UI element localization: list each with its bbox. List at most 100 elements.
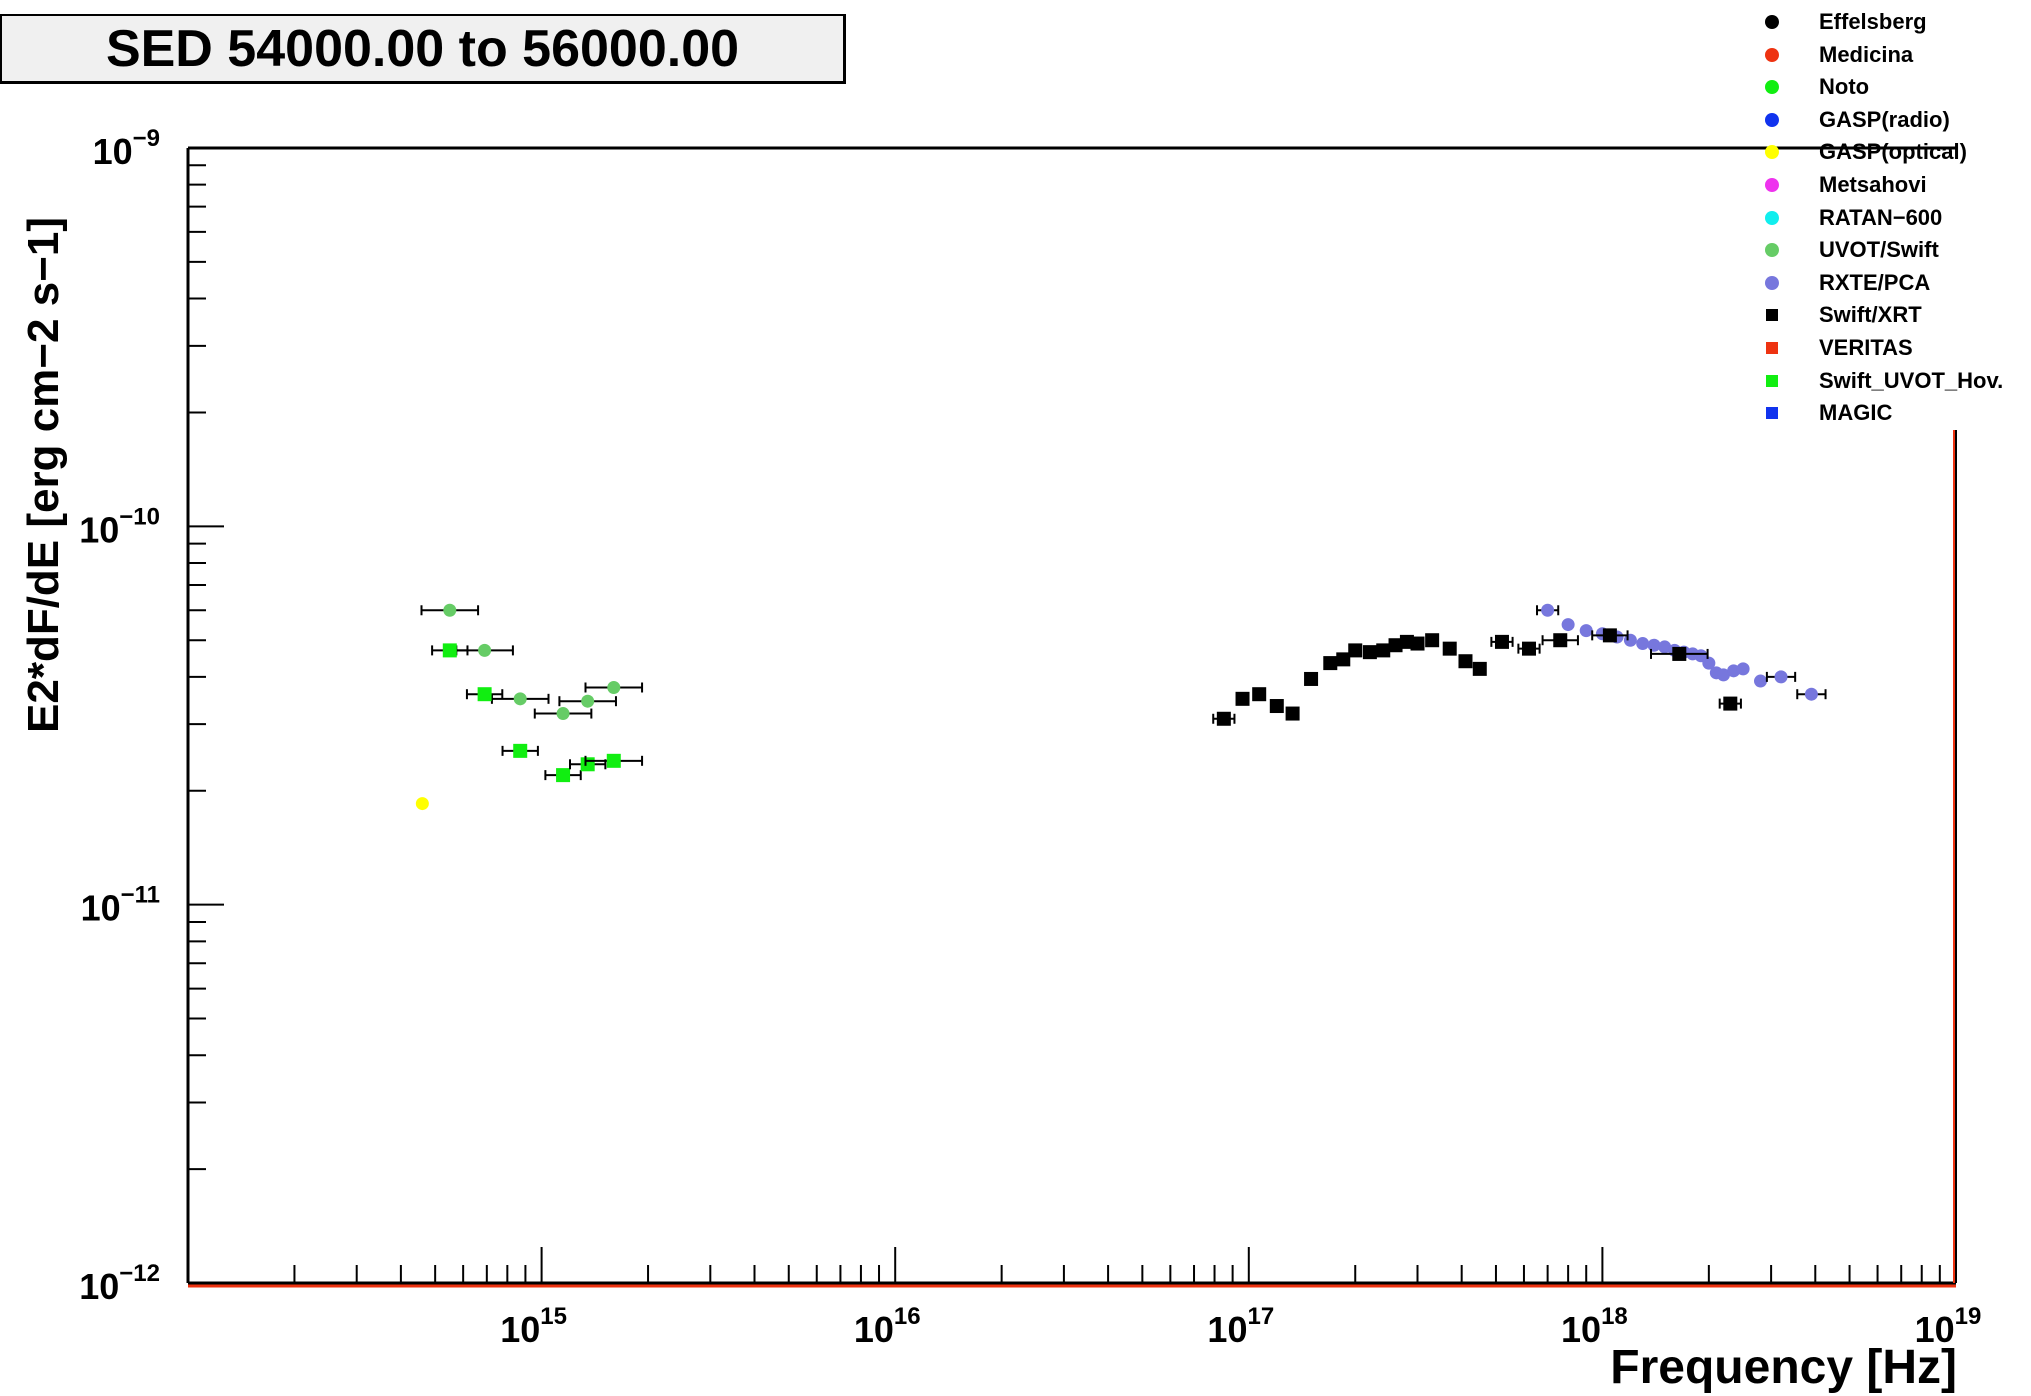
data-point — [443, 603, 457, 617]
x-tick-label: 1019 — [1915, 1303, 1982, 1350]
legend-item: VERITAS — [1765, 332, 2031, 365]
data-point — [1553, 633, 1568, 648]
data-point — [1388, 638, 1403, 653]
data-point — [1754, 674, 1768, 688]
data-point — [1376, 643, 1391, 658]
legend-label: RATAN−600 — [1819, 204, 1943, 230]
data-point — [1410, 636, 1425, 651]
data-point — [1362, 645, 1377, 660]
series-gasp-optical- — [415, 797, 429, 811]
legend-label: Medicina — [1819, 41, 1914, 67]
data-point — [1442, 641, 1457, 656]
legend-marker — [1766, 341, 1778, 354]
data-point — [1458, 654, 1473, 669]
data-point — [1269, 699, 1284, 714]
legend-marker — [1765, 145, 1779, 160]
data-point — [1716, 668, 1730, 682]
data-point — [1579, 624, 1593, 638]
legend-label: RXTE/PCA — [1819, 269, 1931, 295]
legend-label: Metsahovi — [1819, 171, 1927, 197]
data-point — [556, 707, 570, 721]
legend-item: Medicina — [1765, 39, 2031, 72]
y-tick-label: 10−11 — [81, 882, 160, 929]
data-point — [1336, 652, 1351, 667]
data-point — [1774, 670, 1788, 684]
data-point — [1399, 634, 1414, 649]
data-point — [415, 797, 429, 811]
data-point — [1323, 656, 1338, 671]
plot-frame — [186, 146, 1957, 1288]
legend-label: GASP(optical) — [1819, 139, 1967, 165]
legend-item: MAGIC — [1765, 397, 2031, 430]
data-point — [1472, 661, 1487, 676]
legend-marker — [1765, 177, 1779, 192]
legend-item: Swift_UVOT_Hov. — [1765, 365, 2031, 398]
x-tick-label: 1015 — [500, 1303, 567, 1350]
data-point — [580, 757, 595, 772]
legend-item: RATAN−600 — [1765, 202, 2031, 235]
x-tick-label: 1018 — [1561, 1303, 1628, 1350]
legend-marker — [1765, 210, 1779, 225]
series-uvot-swift — [420, 603, 644, 721]
data-point — [1658, 640, 1672, 654]
legend-marker — [1765, 80, 1779, 95]
data-point — [607, 680, 621, 694]
legend-label: Swift/XRT — [1819, 302, 1922, 328]
data-point — [477, 687, 492, 702]
x-tick-label: 1016 — [854, 1303, 921, 1350]
y-axis-label: E2*dF/dE [erg cm−2 s−1] — [19, 217, 68, 733]
legend-label: UVOT/Swift — [1819, 237, 1939, 263]
legend-marker — [1765, 47, 1779, 62]
data-point — [1304, 671, 1319, 686]
chart-title: SED 54000.00 to 56000.00 — [0, 14, 846, 84]
data-point — [1804, 687, 1818, 701]
legend-item: Effelsberg — [1765, 6, 2031, 39]
legend-label: MAGIC — [1819, 400, 1893, 426]
data-point — [1736, 662, 1750, 676]
data-point — [1702, 656, 1716, 670]
data-point — [581, 694, 595, 708]
data-point — [1541, 603, 1555, 617]
data-point — [1561, 618, 1575, 632]
legend-item: Noto — [1765, 71, 2031, 104]
data-point — [1348, 643, 1363, 658]
legend-item: GASP(optical) — [1765, 136, 2031, 169]
tick-labels: 1015 1016 1017 1018 1019 10−9 10−10 10−11 10−12 — [79, 125, 1981, 1350]
legend-item: GASP(radio) — [1765, 104, 2031, 137]
axis-ticks — [188, 147, 1941, 1284]
legend-item: RXTE/PCA — [1765, 267, 2031, 300]
data-point — [478, 643, 492, 657]
data-point — [1285, 706, 1300, 721]
legend-marker — [1765, 243, 1779, 258]
y-tick-label: 10−10 — [79, 503, 160, 550]
legend: Effelsberg Medicina Noto GASP(radio) GASP(op… — [1765, 6, 2031, 430]
legend-label: GASP(radio) — [1819, 106, 1950, 132]
data-point — [1647, 638, 1661, 652]
series-rxte-pca — [1536, 603, 1827, 701]
legend-marker — [1766, 407, 1778, 420]
legend-marker — [1766, 374, 1778, 387]
data-point — [1216, 711, 1231, 726]
data-point — [1494, 634, 1509, 649]
data-point — [513, 692, 527, 706]
legend-label: VERITAS — [1819, 334, 1913, 360]
legend-label: Swift_UVOT_Hov. — [1819, 367, 2004, 393]
data-series — [415, 603, 1827, 811]
data-point — [606, 753, 621, 768]
legend-label: Effelsberg — [1819, 9, 1927, 34]
legend-item: Swift/XRT — [1765, 299, 2031, 332]
data-point — [1723, 696, 1738, 711]
data-point — [1252, 687, 1267, 702]
legend-item: UVOT/Swift — [1765, 234, 2031, 267]
data-point — [1521, 641, 1536, 656]
legend-marker — [1766, 309, 1778, 322]
data-point — [1602, 628, 1617, 643]
data-point — [1672, 646, 1687, 661]
legend-marker — [1765, 275, 1779, 290]
data-point — [442, 643, 457, 658]
data-point — [1425, 633, 1440, 648]
series-swift-uvot-hov- — [431, 643, 644, 783]
data-point — [1235, 691, 1250, 706]
data-point — [1636, 637, 1650, 651]
